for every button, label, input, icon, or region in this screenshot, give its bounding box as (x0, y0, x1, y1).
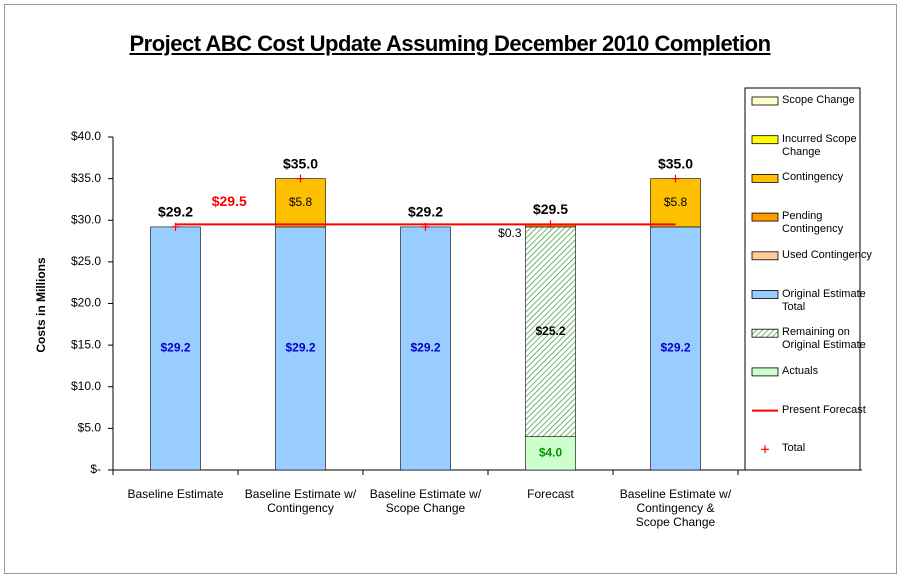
total-marker (671, 174, 680, 183)
total-label: $29.5 (533, 201, 568, 217)
forecast-label: $29.5 (212, 193, 247, 209)
total-marker (296, 174, 305, 183)
legend-label: Actuals (782, 364, 819, 377)
x-tick-label: Forecast (527, 487, 574, 501)
legend-box (744, 87, 861, 471)
legend-label: Total (782, 442, 806, 455)
legend-swatch (751, 173, 779, 183)
total-marker (171, 222, 180, 231)
total-label: $29.2 (408, 204, 443, 220)
y-tick-label: $10.0 (71, 379, 101, 393)
total-label: $35.0 (658, 155, 693, 171)
legend-marker (761, 445, 769, 454)
data-label: $29.2 (660, 341, 690, 355)
bar-segment (150, 226, 201, 471)
y-tick-label: $- (90, 462, 101, 476)
bar-segment (525, 436, 576, 471)
legend-label: Original Estimate Total (782, 287, 866, 313)
legend-label: Contingency (782, 171, 844, 184)
data-label: $29.2 (285, 341, 315, 355)
bar-segment (650, 178, 701, 228)
data-label: $0.3 (498, 226, 522, 240)
legend-label: Remaining on Original Estimate (782, 326, 866, 352)
legend-swatch (751, 367, 779, 377)
total-label: $35.0 (283, 155, 318, 171)
data-label: $4.0 (539, 446, 563, 460)
data-label: $5.8 (664, 195, 688, 209)
legend-swatch (751, 251, 779, 261)
legend-label: Pending Contingency (782, 210, 844, 236)
total-marker (546, 220, 555, 229)
legend-swatch (751, 328, 779, 338)
bar-segment (650, 226, 701, 471)
x-tick-label: Baseline Estimate w/ Contingency & Scope… (619, 487, 732, 529)
y-tick-label: $20.0 (71, 296, 101, 310)
frame (4, 4, 897, 574)
total-marker (421, 222, 430, 231)
bar-segment (275, 178, 326, 228)
data-label: $29.2 (410, 341, 440, 355)
total-label: $29.2 (158, 204, 193, 220)
legend-swatch (751, 96, 779, 106)
y-tick-label: $30.0 (71, 212, 101, 226)
legend-label: Scope Change (782, 94, 855, 106)
y-tick-label: $25.0 (71, 254, 101, 268)
bar-segment (525, 226, 576, 437)
y-tick-label: $40.0 (71, 129, 101, 143)
y-tick-label: $35.0 (71, 171, 101, 185)
bar-segment (275, 226, 326, 471)
x-tick-label: Baseline Estimate w/ Contingency (244, 487, 357, 515)
legend-swatch (751, 135, 779, 145)
legend-label: Present Forecast (782, 403, 866, 416)
x-tick-label: Baseline Estimate (127, 487, 224, 501)
y-tick-label: $15.0 (71, 337, 101, 351)
legend-swatch (751, 212, 779, 222)
chart-title: Project ABC Cost Update Assuming Decembe… (129, 31, 771, 56)
legend-label: Used Contingency (782, 248, 872, 261)
data-label: $29.2 (160, 341, 190, 355)
legend-label: Incurred Scope Change (782, 132, 857, 158)
legend-swatch (751, 290, 779, 299)
y-axis-label: Costs in Millions (34, 257, 48, 353)
y-tick-label: $5.0 (78, 421, 102, 435)
data-label: $5.8 (289, 195, 313, 209)
data-label: $25.2 (535, 324, 565, 338)
bar-segment (400, 226, 451, 471)
x-tick-label: Baseline Estimate w/ Scope Change (369, 487, 482, 515)
